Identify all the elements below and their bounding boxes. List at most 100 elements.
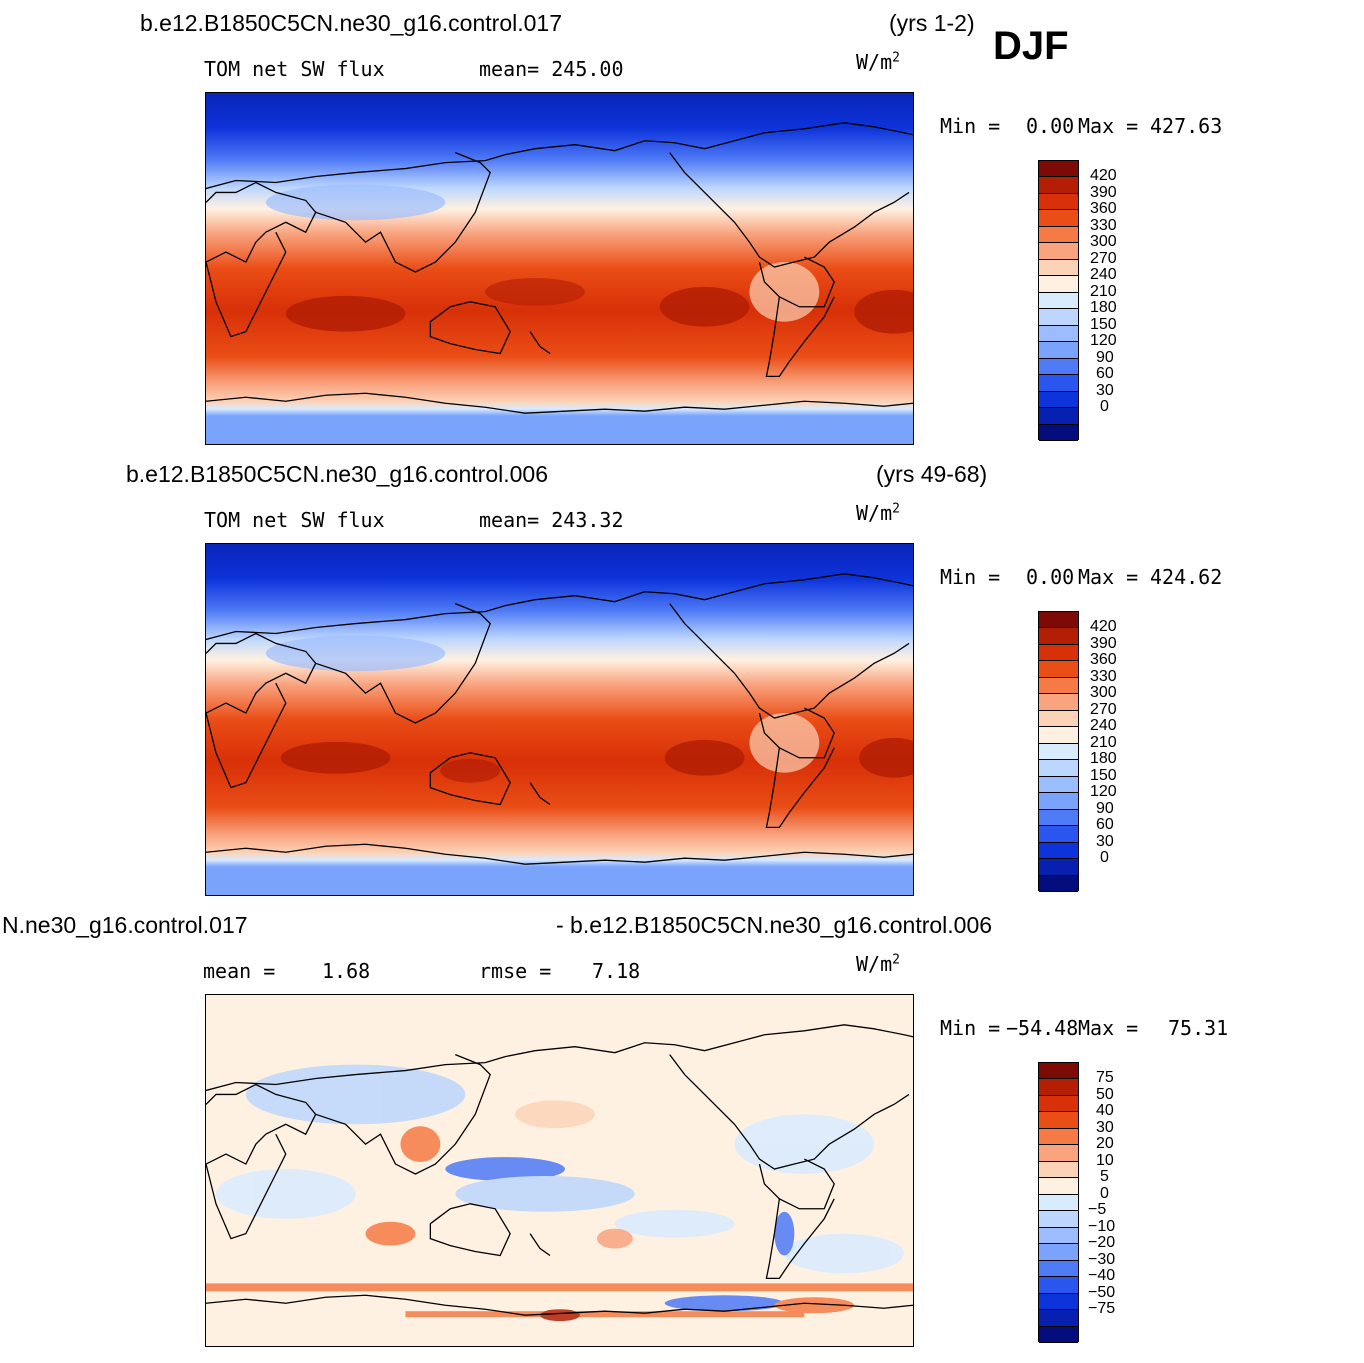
colorbar-swatch	[1039, 809, 1078, 827]
colorbar-swatch	[1039, 1095, 1078, 1113]
colorbar-swatch	[1039, 1326, 1078, 1343]
colorbar-swatch	[1039, 612, 1078, 629]
colorbar-tick-label: 360	[1090, 651, 1117, 669]
panel2-mean: mean= 243.32	[479, 508, 624, 532]
colorbar-swatch	[1039, 177, 1078, 194]
colorbar-tick-label: 210	[1090, 733, 1117, 751]
colorbar-tick-label: 0	[1100, 849, 1109, 867]
colorbar-tick-label: 0	[1100, 398, 1109, 416]
colorbar-swatch	[1039, 1194, 1078, 1212]
colorbar-tick-label: 60	[1096, 365, 1114, 383]
colorbar-swatch	[1039, 743, 1078, 761]
colorbar-tick-label: 420	[1090, 167, 1117, 185]
colorbar-tick-label: 180	[1090, 299, 1117, 317]
panel1-max-value: 427.63	[1150, 114, 1223, 138]
colorbar-swatch	[1039, 193, 1078, 211]
colorbar-swatch	[1039, 1145, 1078, 1162]
colorbar-tick-label: 150	[1090, 315, 1117, 333]
panel3-colorbar	[1038, 1062, 1079, 1343]
panel3-case-title: N.ne30_g16.control.017	[2, 912, 248, 938]
colorbar-swatch	[1039, 710, 1078, 728]
colorbar-tick-label: 30	[1096, 832, 1114, 850]
panel1-min-label: Min =	[940, 114, 1001, 138]
colorbar-tick-label: 300	[1090, 233, 1117, 251]
colorbar-tick-label: 330	[1090, 667, 1117, 685]
panel3-rmse-label: rmse =	[479, 959, 552, 983]
colorbar-swatch	[1039, 859, 1078, 876]
colorbar-tick-label: 270	[1090, 249, 1117, 267]
colorbar-swatch	[1039, 358, 1078, 376]
colorbar-tick-label: 150	[1090, 766, 1117, 784]
colorbar-tick-label: 120	[1090, 332, 1117, 350]
colorbar-tick-label: 10	[1096, 1151, 1114, 1169]
panel2-map	[205, 543, 914, 896]
colorbar-tick-label: 60	[1096, 816, 1114, 834]
colorbar-tick-label: 90	[1096, 348, 1114, 366]
colorbar-swatch	[1039, 1128, 1078, 1146]
colorbar-tick-label: 420	[1090, 618, 1117, 636]
colorbar-tick-label: 390	[1090, 634, 1117, 652]
colorbar-tick-label: −30	[1088, 1250, 1116, 1268]
colorbar-swatch	[1039, 1178, 1078, 1195]
colorbar-swatch	[1039, 325, 1078, 343]
colorbar-swatch	[1039, 1161, 1078, 1179]
panel1-mean: mean= 245.00	[479, 57, 624, 81]
panel2-case-title: b.e12.B1850C5CN.ne30_g16.control.006	[126, 461, 548, 487]
colorbar-swatch	[1039, 677, 1078, 695]
colorbar-swatch	[1039, 694, 1078, 711]
colorbar-swatch	[1039, 210, 1078, 227]
colorbar-swatch	[1039, 1244, 1078, 1261]
colorbar-swatch	[1039, 644, 1078, 662]
colorbar-tick-label: −5	[1088, 1201, 1107, 1219]
panel3-min-value: −54.48	[1006, 1016, 1079, 1040]
colorbar-swatch	[1039, 793, 1078, 810]
panel1-min-value: 0.00	[1026, 114, 1075, 138]
panel2-min-value: 0.00	[1026, 565, 1075, 589]
colorbar-swatch	[1039, 1277, 1078, 1294]
panel2-max-value: 424.62	[1150, 565, 1223, 589]
panel2-units: W/m2	[856, 501, 900, 525]
panel3-rmse-value: 7.18	[592, 959, 641, 983]
colorbar-tick-label: 75	[1096, 1069, 1114, 1087]
colorbar-swatch	[1039, 292, 1078, 310]
colorbar-swatch	[1039, 1211, 1078, 1228]
colorbar-tick-label: −40	[1088, 1267, 1116, 1285]
panel2-max-label: Max =	[1078, 565, 1139, 589]
colorbar-tick-label: 5	[1100, 1168, 1109, 1186]
colorbar-swatch	[1039, 309, 1078, 326]
colorbar-swatch	[1039, 161, 1078, 178]
colorbar-swatch	[1039, 760, 1078, 777]
colorbar-swatch	[1039, 628, 1078, 645]
colorbar-tick-label: −75	[1088, 1300, 1116, 1318]
colorbar-tick-label: 20	[1096, 1135, 1114, 1153]
colorbar-tick-label: 330	[1090, 216, 1117, 234]
panel3-units: W/m2	[856, 952, 900, 976]
season-label: DJF	[993, 24, 1069, 68]
colorbar-tick-label: 300	[1090, 684, 1117, 702]
panel1-variable: TOM net SW flux	[204, 57, 385, 81]
panel3-max-label: Max =	[1078, 1016, 1139, 1040]
panel3-max-value: 75.31	[1168, 1016, 1229, 1040]
colorbar-swatch	[1039, 375, 1078, 392]
colorbar-tick-label: 50	[1096, 1085, 1114, 1103]
colorbar-tick-label: −50	[1088, 1283, 1116, 1301]
colorbar-swatch	[1039, 1227, 1078, 1245]
colorbar-tick-label: 270	[1090, 700, 1117, 718]
colorbar-swatch	[1039, 391, 1078, 409]
colorbar-swatch	[1039, 276, 1078, 293]
colorbar-tick-label: 120	[1090, 783, 1117, 801]
colorbar-swatch	[1039, 243, 1078, 260]
colorbar-swatch	[1039, 826, 1078, 843]
colorbar-swatch	[1039, 1293, 1078, 1311]
colorbar-swatch	[1039, 226, 1078, 244]
panel2-min-label: Min =	[940, 565, 1001, 589]
colorbar-tick-label: −10	[1088, 1217, 1116, 1235]
panel2-colorbar	[1038, 611, 1079, 892]
panel1-units: W/m2	[856, 50, 900, 74]
colorbar-swatch	[1039, 408, 1078, 425]
colorbar-tick-label: 40	[1096, 1102, 1114, 1120]
panel2-variable: TOM net SW flux	[204, 508, 385, 532]
colorbar-swatch	[1039, 424, 1078, 441]
panel3-case-title-right: - b.e12.B1850C5CN.ne30_g16.control.006	[556, 912, 993, 938]
colorbar-tick-label: 210	[1090, 282, 1117, 300]
